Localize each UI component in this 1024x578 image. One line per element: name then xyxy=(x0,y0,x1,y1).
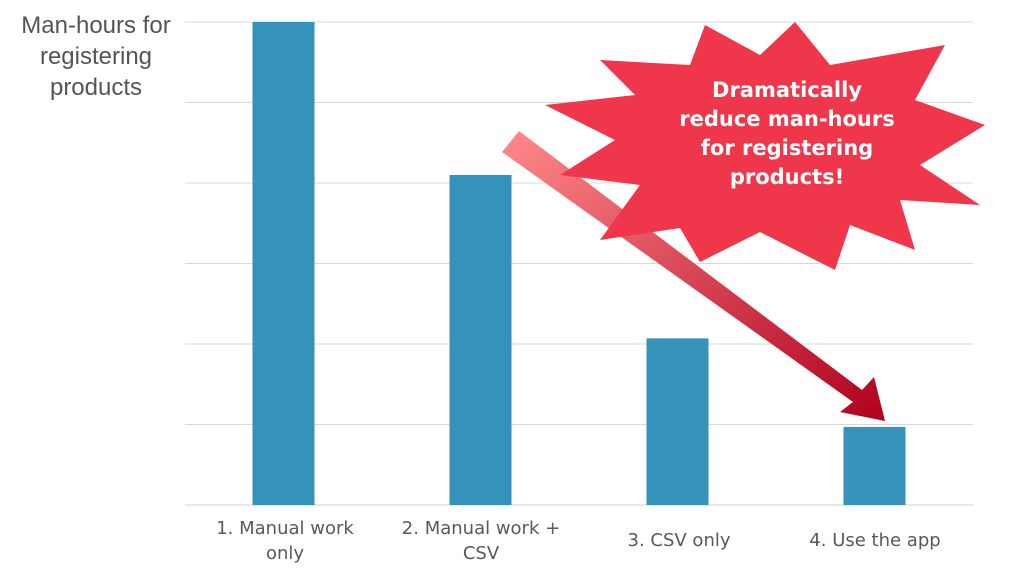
trend-arrow xyxy=(502,131,885,421)
y-axis-label: Man-hours for registering products xyxy=(8,10,184,103)
trend-arrow-shape xyxy=(502,131,885,421)
x-tick-label-line: only xyxy=(265,543,305,564)
callout-starburst xyxy=(545,22,985,270)
bar xyxy=(449,174,512,505)
callout-text: Dramatically reduce man-hours for regist… xyxy=(652,76,922,192)
x-tick-label: 4. Use the app xyxy=(790,528,960,553)
callout-line: products! xyxy=(729,165,845,189)
starburst-shape xyxy=(545,22,985,270)
x-tick-label-line: 3. CSV only xyxy=(627,530,731,551)
bars xyxy=(252,22,906,505)
callout-line: Dramatically xyxy=(712,78,862,102)
callout-line: for registering xyxy=(700,136,874,160)
x-tick-label-line: CSV xyxy=(462,543,500,564)
callout-line: reduce man-hours xyxy=(679,107,895,131)
y-axis-label-line: products xyxy=(49,74,143,101)
x-tick-label-line: 4. Use the app xyxy=(809,530,941,551)
x-tick-label-line: 1. Manual work xyxy=(216,518,354,539)
bar xyxy=(843,426,906,505)
y-axis-label-line: Man-hours for xyxy=(21,12,171,39)
x-tick-label: 2. Manual work + CSV xyxy=(396,516,566,566)
bar xyxy=(252,22,315,505)
x-tick-label: 3. CSV only xyxy=(594,528,764,553)
bar xyxy=(646,338,709,505)
y-axis-label-line: registering xyxy=(39,43,153,70)
x-tick-label: 1. Manual work only xyxy=(200,516,370,566)
x-tick-label-line: 2. Manual work + xyxy=(401,518,561,539)
